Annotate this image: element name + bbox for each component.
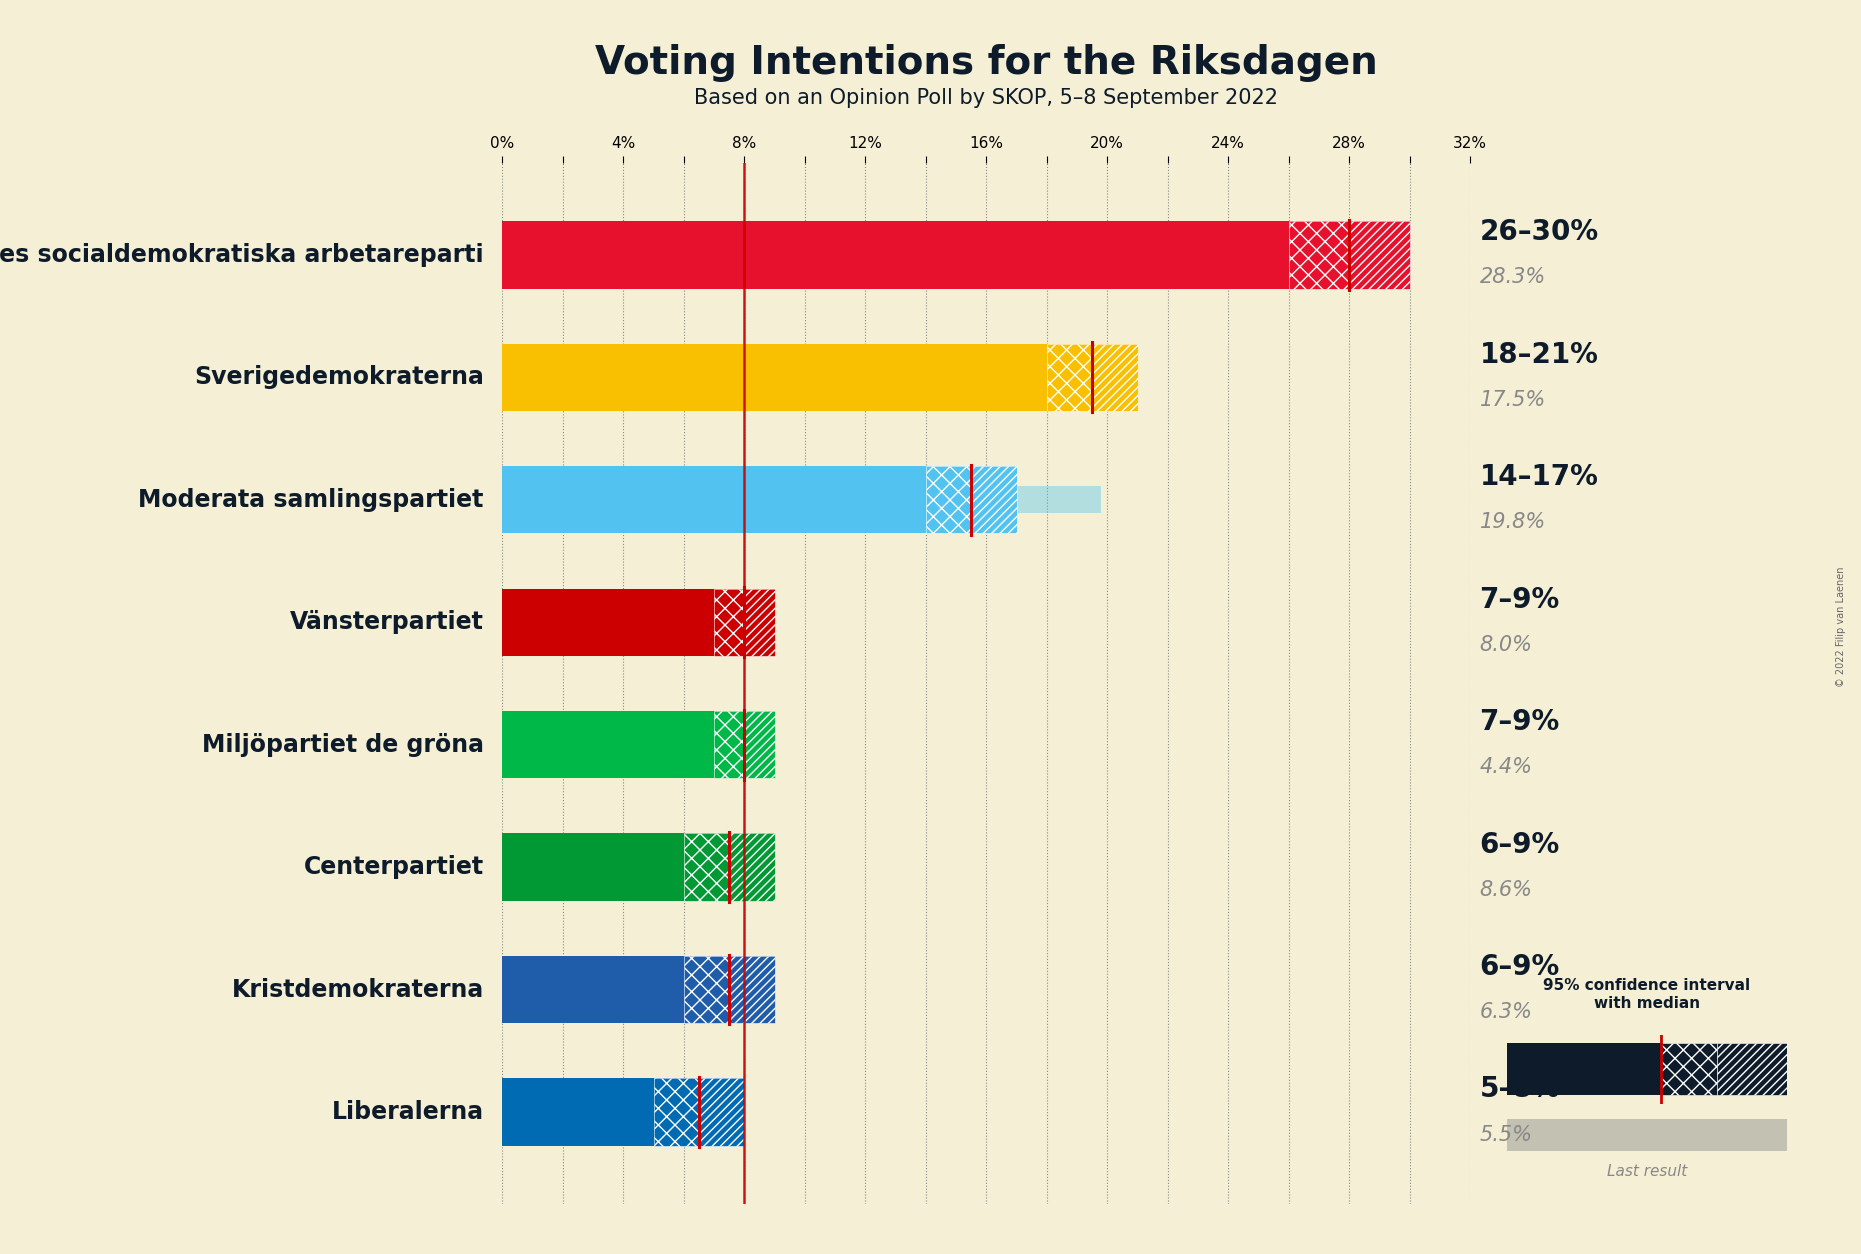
Text: Miljöpartiet de gröna: Miljöpartiet de gröna <box>201 732 484 756</box>
Text: 6.3%: 6.3% <box>1479 1002 1532 1022</box>
Text: 7–9%: 7–9% <box>1479 586 1560 613</box>
Text: 6–9%: 6–9% <box>1479 953 1560 981</box>
Bar <box>1507 1043 1662 1095</box>
Bar <box>715 711 744 779</box>
Bar <box>502 241 1359 268</box>
Bar <box>502 956 774 1023</box>
Text: © 2022 Filip van Laenen: © 2022 Filip van Laenen <box>1837 567 1846 687</box>
Bar <box>715 588 744 656</box>
Text: Sveriges socialdemokratiska arbetareparti: Sveriges socialdemokratiska arbetarepart… <box>0 243 484 267</box>
Text: 8.0%: 8.0% <box>1479 635 1532 655</box>
Text: 6–9%: 6–9% <box>1479 830 1560 859</box>
Bar <box>653 1078 700 1146</box>
Bar <box>1662 1043 1718 1095</box>
Text: 28.3%: 28.3% <box>1479 267 1546 287</box>
Text: 5.5%: 5.5% <box>1479 1125 1532 1145</box>
Text: 95% confidence interval
with median: 95% confidence interval with median <box>1543 978 1751 1011</box>
Bar <box>502 854 763 880</box>
Bar <box>730 834 774 900</box>
Text: 18–21%: 18–21% <box>1479 341 1599 369</box>
Text: Kristdemokraterna: Kristdemokraterna <box>231 978 484 1002</box>
Bar <box>685 956 730 1023</box>
Text: 17.5%: 17.5% <box>1479 390 1546 410</box>
Bar <box>502 588 774 656</box>
Bar <box>502 711 774 779</box>
Bar <box>502 1099 668 1126</box>
Bar <box>502 487 1102 513</box>
Bar <box>502 1078 744 1146</box>
Text: Based on an Opinion Poll by SKOP, 5–8 September 2022: Based on an Opinion Poll by SKOP, 5–8 Se… <box>694 88 1279 108</box>
Bar <box>700 1078 744 1146</box>
Bar <box>1046 344 1092 411</box>
Text: Vänsterpartiet: Vänsterpartiet <box>290 611 484 635</box>
Text: 19.8%: 19.8% <box>1479 513 1546 533</box>
Text: 26–30%: 26–30% <box>1479 218 1599 246</box>
Text: Sverigedemokraterna: Sverigedemokraterna <box>194 365 484 389</box>
Bar <box>502 976 692 1003</box>
Bar <box>502 221 1411 288</box>
Text: Moderata samlingspartiet: Moderata samlingspartiet <box>138 488 484 512</box>
Bar <box>502 731 636 759</box>
Bar <box>1290 221 1349 288</box>
Text: Centerpartiet: Centerpartiet <box>303 855 484 879</box>
Text: Last result: Last result <box>1606 1164 1688 1179</box>
Bar <box>744 711 774 779</box>
Bar <box>502 344 1137 411</box>
Bar <box>730 956 774 1023</box>
Text: 14–17%: 14–17% <box>1479 463 1599 492</box>
Bar <box>1092 344 1137 411</box>
Text: 4.4%: 4.4% <box>1479 757 1532 777</box>
Text: 5–8%: 5–8% <box>1479 1076 1560 1104</box>
Text: 7–9%: 7–9% <box>1479 709 1560 736</box>
Bar <box>502 608 744 636</box>
Bar <box>927 466 971 533</box>
Text: Liberalerna: Liberalerna <box>331 1100 484 1124</box>
Bar <box>685 834 730 900</box>
Bar <box>502 834 774 900</box>
Bar <box>971 466 1016 533</box>
Bar <box>1349 221 1411 288</box>
Bar <box>1507 1119 1787 1151</box>
Text: Voting Intentions for the Riksdagen: Voting Intentions for the Riksdagen <box>596 44 1377 82</box>
Text: 8.6%: 8.6% <box>1479 879 1532 899</box>
Bar <box>1718 1043 1787 1095</box>
Bar <box>744 588 774 656</box>
Bar <box>502 466 1016 533</box>
Bar <box>502 364 1031 391</box>
